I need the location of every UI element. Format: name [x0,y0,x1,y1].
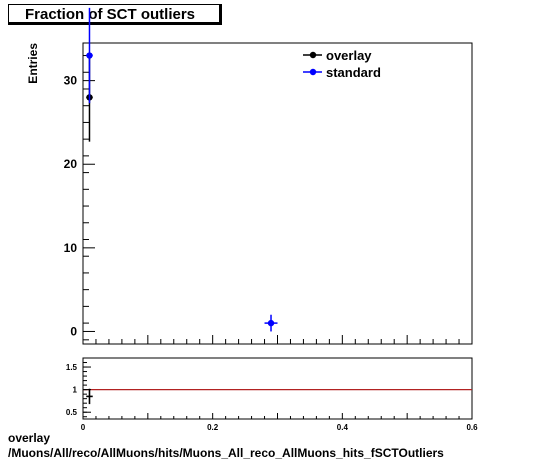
ratio-plot-frame [82,357,473,420]
main-plot-frame [82,42,473,345]
legend-entry: overlay [326,48,372,63]
chart-title: Fraction of SCT outliers [25,6,196,23]
series-standard [86,7,278,332]
ratio-x-tick-label: 0.2 [207,423,219,432]
main-plot: 0 10 20 30 Entries overlay standard [26,7,473,345]
y-axis-title: Entries [26,43,40,84]
y-tick-label: 10 [64,241,78,255]
ratio-x-tick-label: 0.6 [466,423,478,432]
data-point [86,52,93,59]
ratio-y-tick-label: 1 [73,386,78,395]
y-tick-label: 30 [64,74,78,88]
y-tick-label: 20 [64,157,78,171]
legend-marker [309,51,317,59]
legend-entry: standard [326,65,381,80]
ratio-y-tick-label: 1.5 [66,363,78,372]
data-point [267,319,275,327]
chart-title-box: Fraction of SCT outliers [8,4,222,25]
footer-label: overlay [8,431,51,445]
footer-path: /Muons/All/reco/AllMuons/hits/Muons_All_… [8,446,444,460]
ratio-x-tick-label: 0.4 [337,423,349,432]
y-tick-label: 0 [70,324,77,338]
legend-marker [309,68,317,76]
ratio-x-tick-label: 0 [81,423,86,432]
ratio-y-tick-label: 0.5 [66,408,78,417]
ratio-plot: 0.5 1 1.5 0 0.2 0.4 0.6 [66,357,478,432]
